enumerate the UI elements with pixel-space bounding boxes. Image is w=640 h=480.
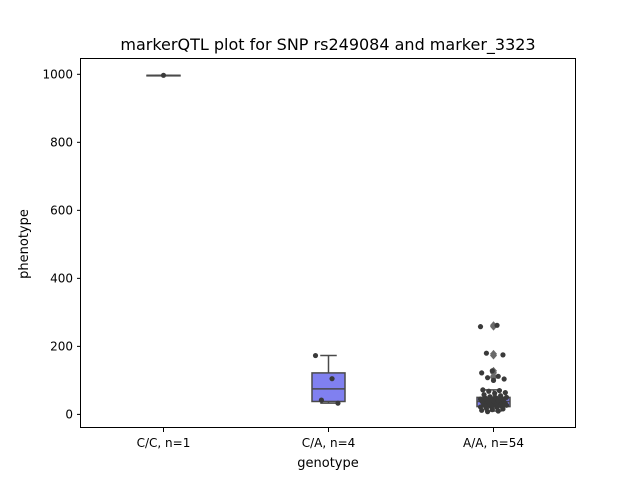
data-point bbox=[502, 390, 508, 396]
data-point bbox=[312, 352, 319, 359]
y-tick-label: 600 bbox=[50, 203, 73, 217]
x-tick-label: C/A, n=4 bbox=[302, 436, 356, 450]
data-point bbox=[329, 376, 335, 382]
data-point bbox=[490, 377, 497, 383]
data-point bbox=[503, 394, 510, 400]
data-point bbox=[500, 406, 506, 412]
y-tick-label: 0 bbox=[65, 407, 73, 421]
data-point bbox=[484, 375, 491, 381]
box-flier bbox=[490, 321, 497, 330]
box-flier bbox=[490, 349, 497, 358]
data-point bbox=[160, 72, 167, 78]
data-point bbox=[318, 397, 325, 403]
data-point bbox=[500, 352, 506, 358]
y-tick-label: 200 bbox=[50, 339, 73, 353]
data-point bbox=[335, 400, 341, 406]
y-tick-label: 1000 bbox=[42, 67, 73, 81]
data-point bbox=[479, 407, 485, 413]
y-tick-label: 400 bbox=[50, 271, 73, 285]
x-axis-label: genotype bbox=[297, 456, 358, 471]
x-tick-label: C/C, n=1 bbox=[137, 436, 191, 450]
box-iqr bbox=[311, 372, 346, 403]
y-tick-label: 800 bbox=[50, 135, 73, 149]
data-point bbox=[489, 407, 495, 413]
data-point bbox=[483, 350, 490, 356]
data-point bbox=[495, 408, 501, 414]
data-point bbox=[495, 373, 501, 379]
data-point bbox=[477, 324, 484, 330]
data-point bbox=[486, 388, 492, 394]
data-point bbox=[492, 390, 498, 396]
x-tick-label: A/A, n=54 bbox=[463, 436, 524, 450]
data-point bbox=[494, 322, 500, 328]
data-point bbox=[480, 387, 486, 393]
data-point bbox=[496, 387, 503, 394]
data-point bbox=[503, 402, 510, 408]
chart-title: markerQTL plot for SNP rs249084 and mark… bbox=[120, 35, 535, 55]
data-point bbox=[489, 368, 495, 374]
data-point bbox=[484, 409, 491, 415]
plot-frame bbox=[80, 58, 576, 428]
data-point bbox=[479, 370, 485, 376]
data-point bbox=[501, 376, 507, 382]
y-axis-label: phenotype bbox=[17, 209, 32, 279]
